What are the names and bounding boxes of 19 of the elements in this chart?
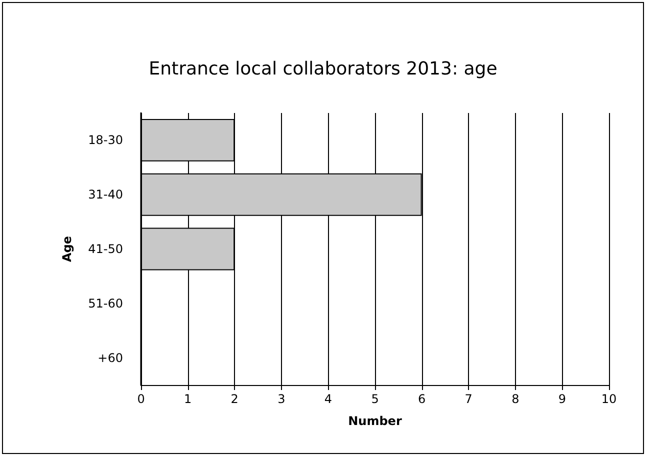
y-tick-label: +60 — [98, 350, 123, 365]
y-tick-label: 18-30 — [88, 133, 123, 148]
x-tick-label: 4 — [324, 392, 332, 406]
x-tick-label: 2 — [230, 392, 238, 406]
x-tick-label: 0 — [137, 392, 145, 406]
y-tick-label: 51-60 — [88, 296, 123, 310]
x-tick-label: 6 — [418, 392, 426, 406]
x-tick-label: 7 — [464, 392, 472, 406]
x-tick-label: 3 — [278, 392, 286, 406]
x-tick-label: 10 — [601, 392, 617, 406]
chart-title: Entrance local collaborators 2013: age — [148, 58, 498, 80]
x-tick-label: 1 — [184, 392, 192, 406]
x-axis-title: Number — [348, 414, 402, 428]
x-tick-label: 5 — [371, 392, 379, 406]
y-tick-label: 31-40 — [88, 188, 123, 202]
y-tick-label: 41-50 — [88, 242, 123, 256]
x-tick-label: 9 — [558, 392, 566, 406]
y-axis-title: Age — [60, 236, 74, 262]
x-tick-label: 8 — [512, 392, 520, 406]
